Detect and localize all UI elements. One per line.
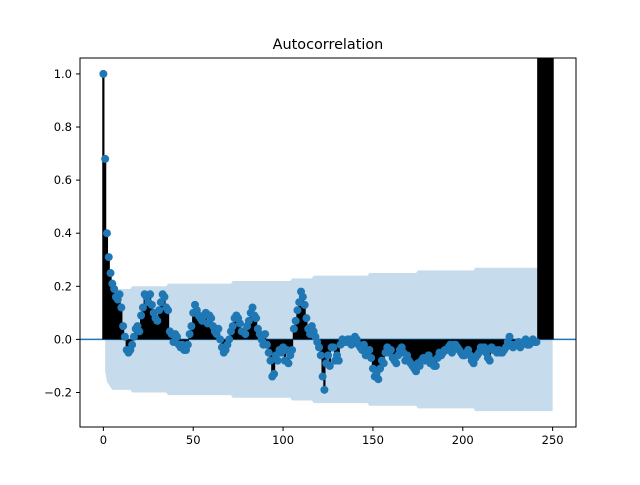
y-tick-label: 0.8 <box>54 120 72 134</box>
acf-point <box>505 332 514 341</box>
acf-point <box>185 330 194 339</box>
y-tick-label: −0.2 <box>44 385 72 399</box>
acf-point <box>155 306 164 315</box>
acf-point <box>147 300 156 309</box>
acf-point <box>284 359 293 368</box>
acf-point <box>288 346 297 355</box>
acf-point <box>325 361 334 370</box>
acf-point <box>153 316 162 325</box>
y-tick-label: 0.2 <box>54 279 72 293</box>
acf-point <box>448 348 456 357</box>
acf-point <box>183 340 192 349</box>
acf-point <box>115 290 124 299</box>
acf-point <box>266 356 275 365</box>
acf-point <box>316 351 325 360</box>
y-tick-label: 0.6 <box>54 173 72 187</box>
acf-point <box>164 306 173 315</box>
axes-frame <box>79 57 577 428</box>
acf-point <box>187 322 196 331</box>
acf-point <box>225 335 234 344</box>
acf-point <box>102 229 111 238</box>
acf-point <box>241 330 250 339</box>
acf-point <box>289 324 298 333</box>
x-tick-label: 50 <box>186 433 201 447</box>
x-tick-label: 100 <box>272 433 294 447</box>
acf-point <box>293 306 302 315</box>
chart-title: Autocorrelation <box>273 37 384 53</box>
x-tick-label: 0 <box>100 433 107 447</box>
acf-point <box>173 332 182 341</box>
acf-point <box>270 369 279 378</box>
acf-point <box>252 314 261 323</box>
acf-point <box>228 322 237 331</box>
acf-point <box>318 372 327 381</box>
acf-point <box>365 346 374 355</box>
acf-point <box>214 324 223 333</box>
plot-area: 0 50 100 150 200 250 −0.2 0.0 0.2 0.4 0.6 0.8 1.0 <box>44 57 577 447</box>
x-tick-label: 200 <box>452 433 474 447</box>
acf-point <box>129 332 138 341</box>
acf-point <box>315 343 324 352</box>
acf-point <box>273 356 282 365</box>
acf-point <box>302 314 311 323</box>
acf-point <box>120 332 129 341</box>
acf-point <box>379 359 388 368</box>
acf-point <box>138 303 147 312</box>
acf-point <box>298 292 307 301</box>
acf-point <box>128 340 137 349</box>
acf-point <box>135 327 144 336</box>
acf-point <box>261 330 270 339</box>
acf-point <box>104 253 113 262</box>
acf-point <box>99 69 108 78</box>
acf-point <box>106 269 115 278</box>
acf-point <box>244 316 253 325</box>
acf-point <box>532 338 541 347</box>
acf-point <box>485 356 494 365</box>
y-tick-label: 0.0 <box>54 332 72 346</box>
acf-point <box>235 319 244 328</box>
acf-point <box>207 314 216 323</box>
acf-point <box>216 335 225 344</box>
acf-point <box>264 348 273 357</box>
acf-point <box>119 322 128 331</box>
acf-point <box>101 154 110 163</box>
x-tick-label: 250 <box>542 433 564 447</box>
y-tick-label: 1.0 <box>54 67 72 81</box>
acf-point <box>300 300 309 309</box>
acf-point <box>334 356 343 365</box>
acf-point <box>359 340 368 349</box>
acf-point <box>320 385 329 394</box>
acf-point <box>324 351 332 360</box>
acf-point <box>431 361 440 370</box>
acf-point <box>386 346 395 355</box>
acf-point <box>110 284 119 293</box>
acf-point <box>248 303 257 312</box>
acf-point <box>117 303 126 312</box>
acf-point <box>146 290 155 299</box>
acf-point <box>329 343 338 352</box>
axes-content <box>80 58 576 412</box>
x-tick-label: 150 <box>362 433 384 447</box>
acf-point <box>367 353 376 362</box>
y-tick-label: 0.4 <box>54 226 72 240</box>
acf-point <box>160 292 169 301</box>
acf-point <box>262 340 271 349</box>
acf-point <box>374 375 383 384</box>
acf-point <box>137 311 146 320</box>
acf-point <box>291 316 300 325</box>
acf-point <box>392 359 401 368</box>
